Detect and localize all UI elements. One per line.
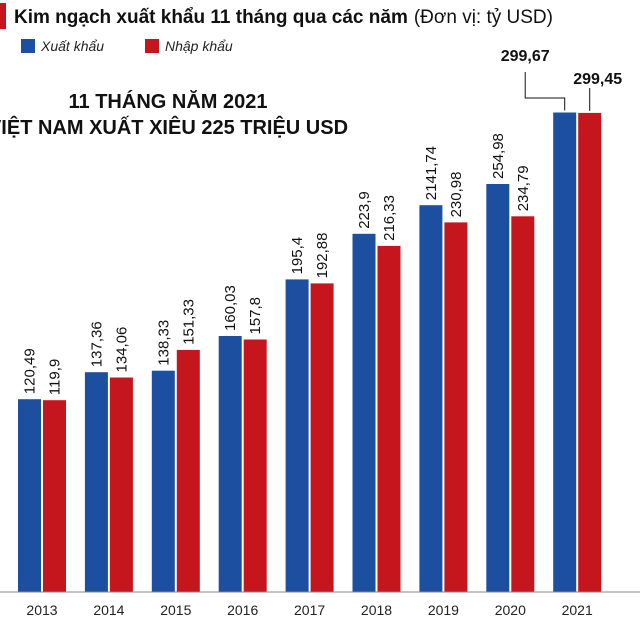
bars — [18, 112, 602, 593]
x-tick-2021: 2021 — [562, 602, 593, 618]
value-label-import-2021: 299,45 — [573, 71, 622, 88]
x-tick-2019: 2019 — [428, 602, 459, 618]
value-label-import-2018: 216,33 — [381, 195, 398, 241]
x-tick-2016: 2016 — [227, 602, 258, 618]
x-tick-2017: 2017 — [294, 602, 325, 618]
value-label-import-2020: 234,79 — [515, 165, 532, 211]
x-tick-2015: 2015 — [160, 602, 191, 618]
value-label-import-2019: 230,98 — [448, 172, 465, 218]
value-label-export-2013: 120,49 — [22, 348, 39, 394]
bar-import-2020 — [511, 216, 535, 593]
x-tick-2014: 2014 — [93, 602, 124, 618]
bar-export-2021 — [553, 112, 577, 592]
bar-export-2014 — [84, 372, 108, 592]
legend-label-export: Xuất khẩu — [40, 38, 104, 54]
annotation-line-1: 11 THÁNG NĂM 2021 — [69, 90, 268, 113]
value-label-export-2016: 160,03 — [222, 285, 239, 331]
value-label-import-2013: 119,9 — [47, 359, 64, 395]
value-label-export-2020: 254,98 — [490, 133, 507, 179]
annotation-line-2: VIỆT NAM XUẤT XIÊU 225 TRIỆU USD — [0, 115, 348, 139]
bar-import-2017 — [310, 283, 334, 592]
bar-export-2013 — [18, 399, 41, 592]
bar-export-2020 — [486, 184, 510, 592]
value-label-import-2017: 192,88 — [314, 233, 331, 279]
bar-export-2019 — [419, 205, 443, 592]
chart-title: Kim ngạch xuất khẩu 11 tháng qua các năm — [14, 7, 408, 28]
legend-swatch-import — [145, 39, 159, 53]
bar-export-2016 — [218, 336, 242, 592]
callouts: 299,67 299,45 — [501, 48, 622, 111]
legend-swatch-export — [21, 39, 35, 53]
chart-header: Kim ngạch xuất khẩu 11 tháng qua các năm… — [14, 7, 553, 28]
bar-import-2019 — [444, 222, 468, 592]
bar-export-2015 — [151, 370, 175, 592]
value-label-export-2017: 195,4 — [289, 237, 306, 275]
bar-export-2017 — [285, 279, 309, 592]
x-tick-2018: 2018 — [361, 602, 392, 618]
value-label-export-2018: 223,9 — [356, 191, 373, 229]
legend: Xuất khẩu Nhập khẩu — [21, 38, 233, 54]
value-label-export-2014: 137,36 — [88, 321, 105, 367]
value-label-export-2015: 138,33 — [155, 320, 172, 366]
bar-import-2016 — [243, 339, 267, 592]
bar-import-2021 — [578, 112, 602, 593]
chart-unit: (Đơn vị: tỷ USD) — [414, 7, 553, 28]
x-tick-2013: 2013 — [26, 602, 57, 618]
bar-import-2015 — [176, 349, 200, 592]
bar-import-2014 — [109, 377, 133, 592]
legend-label-import: Nhập khẩu — [165, 38, 233, 54]
value-label-import-2016: 157,8 — [247, 297, 264, 335]
value-label-import-2015: 151,33 — [180, 299, 197, 345]
bar-import-2013 — [43, 400, 66, 592]
bar-import-2018 — [377, 245, 401, 592]
header-accent-bar — [0, 3, 6, 29]
bar-export-2018 — [352, 233, 376, 593]
value-label-import-2014: 134,06 — [113, 327, 130, 373]
x-tick-2020: 2020 — [495, 602, 526, 618]
x-axis-ticks: 2013 2014 2015 2016 2017 2018 2019 2020 2021 — [26, 602, 593, 618]
value-label-export-2021: 299,67 — [501, 48, 550, 65]
value-label-export-2019: 2141,74 — [423, 146, 440, 200]
callout-line-export-2021 — [524, 72, 566, 111]
value-labels: 120,49 119,9 137,36 134,06 138,33 151,33 160,0… — [22, 133, 532, 395]
